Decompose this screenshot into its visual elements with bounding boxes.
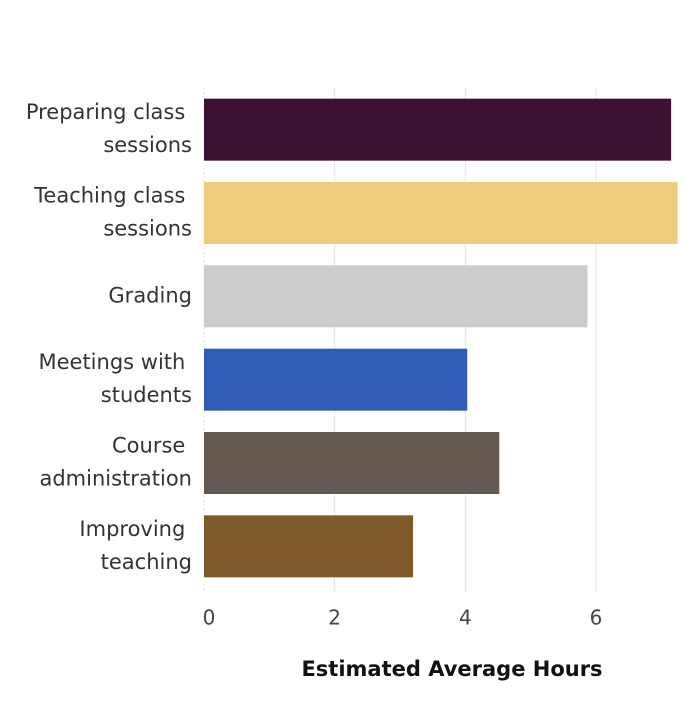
- y-tick-label: Teaching class sessions: [33, 184, 192, 241]
- y-tick-label: Improving teaching: [79, 517, 192, 574]
- bar: [204, 182, 678, 244]
- y-tick-label: Course administration: [39, 434, 192, 491]
- bar: [204, 98, 672, 161]
- y-tick-label: Meetings with students: [38, 350, 192, 407]
- bar: [204, 348, 468, 411]
- x-tick-label: 4: [459, 606, 472, 630]
- x-tick-label: 2: [328, 606, 341, 630]
- y-tick-label: Preparing class sessions: [26, 100, 192, 157]
- x-tick-label: 6: [590, 606, 603, 630]
- bar: [204, 432, 500, 494]
- bar: [204, 515, 414, 578]
- x-axis-title: Estimated Average Hours: [301, 657, 602, 681]
- y-tick-label: Grading: [108, 283, 192, 307]
- bar: [204, 265, 588, 328]
- x-tick-label: 0: [203, 606, 216, 630]
